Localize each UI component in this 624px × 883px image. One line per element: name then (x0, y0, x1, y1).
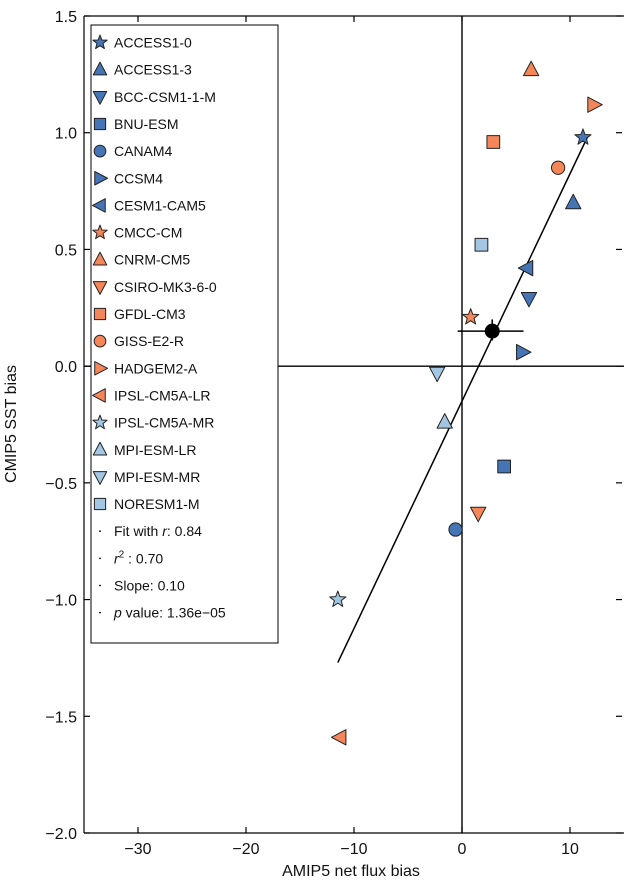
legend-fit-dot (99, 611, 101, 614)
data-point-access1-0 (574, 128, 592, 145)
tick-labels: −30 −20 −10 0 10 −2.0 −1.5 −1.0 −0.5 0.0 0.5 1.0 1.5 (45, 9, 579, 858)
legend-label-cnrm-cm5: CNRM-CM5 (114, 252, 190, 268)
legend-fit-stat: Fit with r: 0.84 (114, 523, 202, 539)
data-point-ipsl-cm5a-lr (330, 729, 347, 746)
legend-marker-ccsm4 (94, 171, 108, 186)
y-tick-label: 0.5 (55, 242, 77, 259)
legend-marker-ipsl-cm5a-lr (92, 388, 106, 403)
y-tick-label: −2.0 (45, 826, 77, 843)
mean-point (484, 323, 500, 339)
legend-label-bcc-csm1-1-m: BCC-CSM1-1-M (114, 89, 216, 105)
legend-marker-mpi-esm-mr (92, 471, 108, 485)
data-point-mpi-esm-mr (429, 366, 446, 383)
data-point-giss-e2-r (550, 160, 566, 175)
legend-marker-cesm1-cam5 (92, 198, 106, 213)
fit-layer (337, 137, 588, 663)
legend-label-access1-3: ACCESS1-3 (114, 62, 192, 78)
legend-marker-bnu-esm (93, 117, 107, 131)
legend-fit-stat: Slope: 0.10 (114, 578, 185, 594)
data-point-mpi-esm-lr (436, 413, 453, 429)
legend-label-access1-0: ACCESS1-0 (114, 35, 192, 51)
y-tick-label: 0.0 (55, 359, 77, 376)
legend-marker-access1-0 (92, 34, 108, 50)
legend-fit-stat: p value: 1.36e−05 (113, 605, 226, 621)
legend-marker-cnrm-cm5 (92, 251, 108, 266)
legend-marker-noresm1-m (93, 497, 107, 511)
legend-label-cesm1-cam5: CESM1-CAM5 (114, 197, 206, 213)
legend-label-mpi-esm-mr: MPI-ESM-MR (114, 469, 200, 485)
legend-label-hadgem2-a: HADGEM2-A (114, 360, 198, 376)
data-point-gfdl-cm3 (486, 135, 501, 149)
mean-point-layer (457, 319, 524, 341)
legend-label-giss-e2-r: GISS-E2-R (114, 333, 184, 349)
legend-label-csiro-mk3-6-0: CSIRO-MK3-6-0 (114, 279, 217, 295)
data-point-cnrm-cm5 (522, 60, 540, 77)
legend-marker-access1-3 (92, 61, 108, 76)
legend-label-ccsm4: CCSM4 (114, 170, 163, 186)
data-point-bnu-esm (497, 459, 511, 474)
axes (83, 15, 624, 834)
data-point-access1-3 (565, 193, 582, 210)
legend-label-ipsl-cm5a-mr: IPSL-CM5A-MR (114, 415, 214, 431)
legend-label-canam4: CANAM4 (114, 143, 173, 159)
legend-marker-giss-e2-r (93, 334, 107, 348)
legend-label-gfdl-cm3: GFDL-CM3 (114, 306, 186, 322)
legend-label-bnu-esm: BNU-ESM (114, 116, 179, 132)
data-point-ipsl-cm5a-mr (329, 590, 347, 607)
y-tick-label: 1.5 (55, 9, 77, 26)
y-tick-label: −0.5 (45, 476, 77, 493)
legend-label-noresm1-m: NORESM1-M (114, 496, 200, 512)
legend-marker-bcc-csm1-1-m (92, 91, 108, 105)
legend-box (90, 24, 279, 644)
legend-marker-gfdl-cm3 (93, 307, 107, 321)
data-point-cesm1-cam5 (517, 259, 534, 277)
legend-fit-dot (99, 557, 101, 560)
legend-fit-dot (99, 584, 101, 587)
x-axis-title: AMIP5 net flux bias (282, 863, 420, 880)
y-tick-label: −1.0 (45, 593, 77, 610)
data-point-cmcc-cm (462, 308, 480, 325)
legend: ACCESS1-0 ACCESS1-3 BCC-CSM1-1-M BNU-ESM CAN… (90, 24, 279, 644)
legend-label-ipsl-cm5a-lr: IPSL-CM5A-LR (114, 387, 210, 403)
x-tick-label: 10 (561, 841, 579, 858)
data-point-ccsm4 (516, 343, 532, 361)
legend-marker-hadgem2-a (94, 361, 108, 376)
y-tick-label: 1.0 (55, 126, 77, 143)
legend-marker-canam4 (93, 144, 107, 158)
x-tick-label: −10 (340, 841, 367, 858)
data-point-hadgem2-a (587, 96, 603, 113)
x-tick-label: −30 (124, 841, 151, 858)
legend-fit-dot (99, 530, 101, 533)
legend-marker-csiro-mk3-6-0 (92, 281, 108, 295)
legend-marker-ipsl-cm5a-mr (92, 414, 108, 430)
y-axis-title: CMIP5 SST bias (3, 365, 20, 483)
legend-marker-mpi-esm-lr (92, 441, 108, 456)
data-points (329, 60, 603, 746)
data-point-csiro-mk3-6-0 (470, 506, 487, 523)
data-point-canam4 (448, 522, 463, 537)
x-tick-label: 0 (458, 841, 467, 858)
y-tick-label: −1.5 (45, 709, 77, 726)
x-tick-label: −20 (232, 841, 259, 858)
legend-label-cmcc-cm: CMCC-CM (114, 225, 182, 241)
data-point-bcc-csm1-1-m (520, 292, 538, 308)
legend-label-mpi-esm-lr: MPI-ESM-LR (114, 442, 196, 458)
data-point-noresm1-m (474, 237, 489, 252)
legend-marker-cmcc-cm (92, 224, 108, 240)
legend-fit-stat: r2 : 0.70 (114, 549, 163, 566)
fit-line (337, 137, 588, 663)
